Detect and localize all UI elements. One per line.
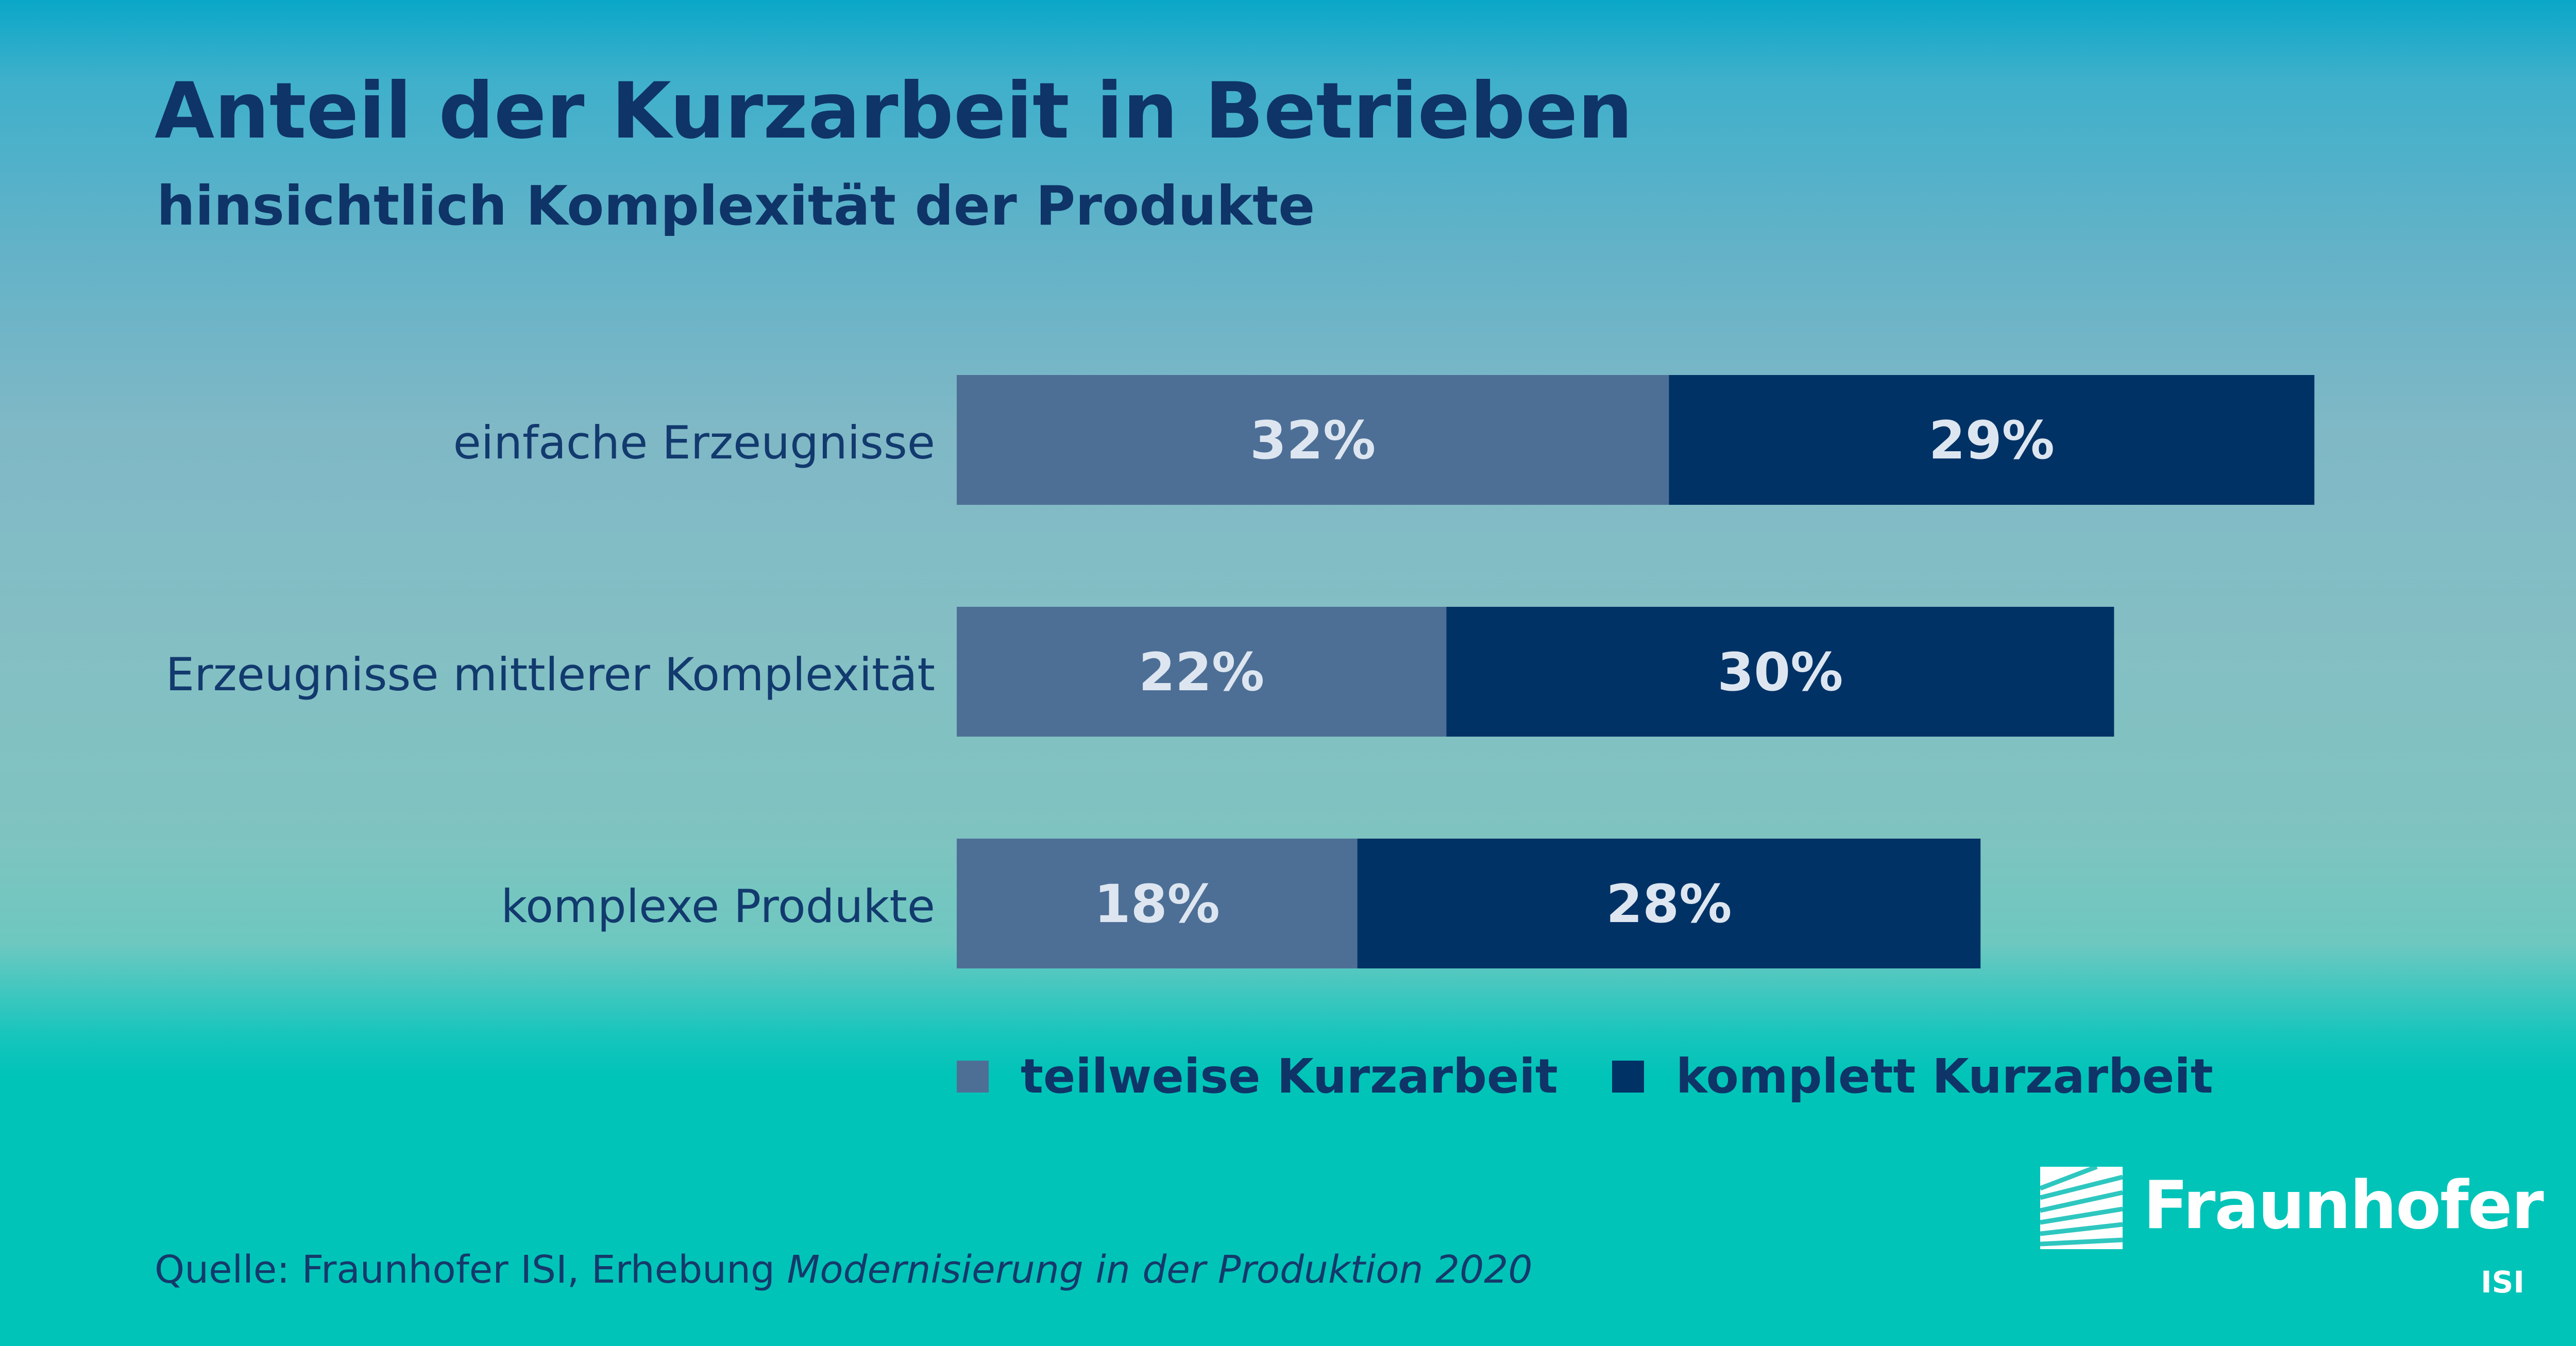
legend-item-teilweise: teilweise Kurzarbeit	[957, 1053, 1558, 1100]
legend-label-komplett: komplett Kurzarbeit	[1675, 1049, 2213, 1104]
chart-subtitle: hinsichtlich Komplexität der Produkte	[157, 175, 1315, 237]
bar-segment	[957, 375, 1669, 505]
legend-item-komplett: komplett Kurzarbeit	[1612, 1053, 2213, 1100]
source-note: Quelle: Fraunhofer ISI, Erhebung Moderni…	[155, 1249, 1532, 1291]
bar-value-label: 18%	[1094, 874, 1220, 935]
bar-value-label: 29%	[1929, 410, 2055, 471]
category-label: komplexe Produkte	[501, 880, 935, 933]
bar-segment	[957, 607, 1447, 737]
bar-value-label: 32%	[1250, 410, 1376, 471]
fraunhofer-logo-icon	[2040, 1167, 2123, 1249]
bar-value-label: 28%	[1606, 874, 1732, 935]
bar-segment	[957, 839, 1358, 968]
bar-segment	[1357, 839, 1981, 968]
category-label: Erzeugnisse mittlerer Komplexität	[165, 648, 935, 701]
legend-label-teilweise: teilweise Kurzarbeit	[1021, 1049, 1558, 1104]
fraunhofer-logo: Fraunhofer ISI	[2040, 1167, 2544, 1321]
bar-segment	[1446, 607, 2114, 737]
source-prefix: Quelle: Fraunhofer ISI, Erhebung	[155, 1248, 787, 1292]
category-label: einfache Erzeugnisse	[453, 416, 935, 469]
bar-value-label: 30%	[1717, 642, 1843, 703]
bar-value-label: 22%	[1139, 642, 1264, 703]
source-publication: Modernisierung in der Produktion 2020	[787, 1248, 1533, 1292]
legend-swatch-teilweise	[957, 1061, 989, 1093]
fraunhofer-isi: ISI	[2481, 1265, 2524, 1300]
chart-title: Anteil der Kurzarbeit in Betrieben	[155, 66, 1633, 156]
bar-segment	[1669, 375, 2315, 505]
fraunhofer-wordmark: Fraunhofer	[2143, 1167, 2544, 1244]
legend-swatch-komplett	[1612, 1061, 1644, 1093]
legend: teilweise Kurzarbeit komplett Kurzarbeit	[957, 1046, 2267, 1108]
